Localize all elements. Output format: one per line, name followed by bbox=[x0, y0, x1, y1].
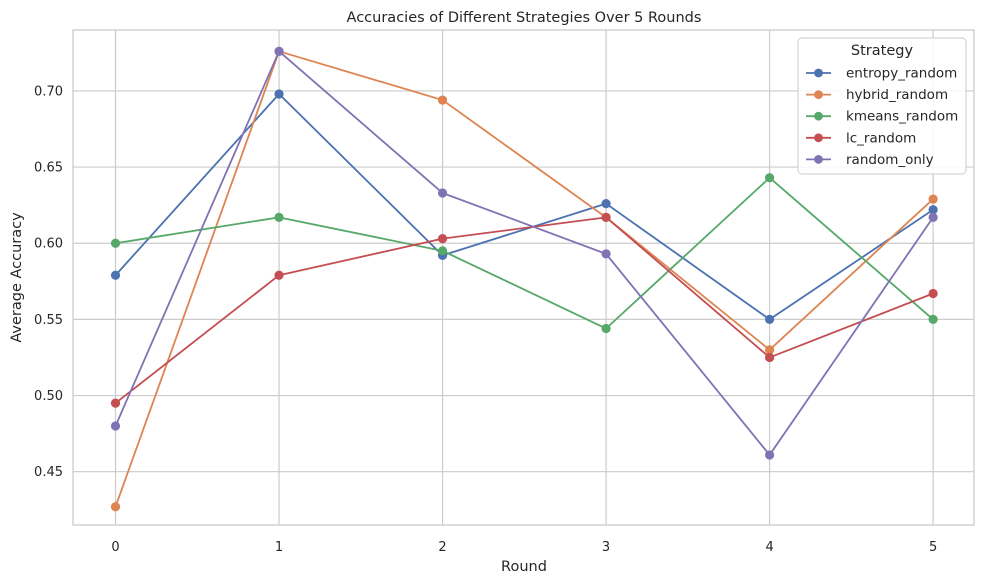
legend-box bbox=[797, 37, 967, 175]
legend-swatch-marker bbox=[814, 68, 823, 78]
x-tick-label: 0 bbox=[111, 540, 119, 555]
legend-item: random_only bbox=[806, 152, 934, 168]
data-point bbox=[764, 450, 775, 460]
legend-item: kmeans_random bbox=[806, 109, 958, 125]
data-point bbox=[601, 323, 611, 334]
legend-label: entropy_random bbox=[846, 66, 957, 82]
series-line bbox=[114, 93, 934, 321]
data-point bbox=[110, 502, 121, 512]
data-point bbox=[928, 288, 938, 299]
series-random_only bbox=[110, 46, 938, 460]
y-tick-label: 0.65 bbox=[34, 161, 63, 176]
legend-title: Strategy bbox=[851, 43, 914, 59]
legend-label: hybrid_random bbox=[846, 87, 948, 103]
legend-swatch-marker bbox=[814, 90, 823, 99]
data-point bbox=[764, 314, 775, 324]
data-point bbox=[110, 238, 121, 248]
x-axis-label: Round bbox=[501, 559, 547, 575]
data-point bbox=[437, 188, 448, 198]
legend: Strategy entropy_random hybrid_randomkmean… bbox=[797, 37, 967, 175]
series-lc_random bbox=[110, 212, 938, 408]
data-point bbox=[928, 212, 938, 222]
data-point bbox=[274, 212, 284, 222]
data-point bbox=[110, 421, 121, 431]
y-tick-label: 0.45 bbox=[34, 465, 63, 480]
data-point bbox=[928, 314, 938, 324]
x-tick-label: 1 bbox=[275, 540, 283, 555]
legend-label: kmeans_random bbox=[846, 109, 958, 125]
plot-area bbox=[72, 29, 975, 526]
tick-labels: 0 1 2 3 4 5 0.45 0.50 0.55 0.60 0.65 0.70 bbox=[34, 84, 937, 555]
data-point bbox=[437, 234, 448, 244]
legend-swatch-marker bbox=[814, 133, 823, 143]
series-layer bbox=[110, 46, 938, 512]
x-tick-label: 4 bbox=[765, 540, 773, 555]
data-point bbox=[274, 46, 284, 56]
legend-item: lc_random bbox=[806, 130, 916, 146]
legend-label: lc_random bbox=[846, 130, 916, 146]
y-tick-label: 0.50 bbox=[34, 389, 63, 404]
legend-item: entropy_random bbox=[806, 66, 957, 82]
data-point bbox=[764, 345, 775, 355]
legend-swatch-marker bbox=[814, 111, 823, 121]
legend-item: hybrid_random bbox=[806, 87, 948, 103]
legend-label: random_only bbox=[846, 152, 934, 168]
data-point bbox=[764, 352, 775, 363]
y-tick-label: 0.70 bbox=[34, 84, 63, 99]
data-point bbox=[601, 249, 611, 259]
x-tick-label: 5 bbox=[929, 540, 937, 555]
x-tick-label: 3 bbox=[602, 540, 610, 555]
data-point bbox=[601, 199, 611, 209]
series-line bbox=[114, 216, 934, 404]
data-point bbox=[928, 194, 938, 204]
y-tick-label: 0.55 bbox=[34, 313, 63, 328]
y-tick-label: 0.60 bbox=[34, 237, 63, 252]
data-point bbox=[274, 270, 284, 280]
legend-swatch-marker bbox=[814, 155, 823, 164]
data-point bbox=[437, 95, 448, 105]
chart-title: Accuracies of Different Strategies Over … bbox=[347, 10, 702, 26]
data-point bbox=[764, 173, 775, 183]
data-point bbox=[601, 212, 611, 222]
series-line bbox=[114, 50, 934, 456]
data-point bbox=[274, 89, 284, 99]
series-line bbox=[115, 176, 934, 330]
series-line bbox=[114, 50, 934, 508]
x-tick-label: 2 bbox=[438, 540, 446, 555]
data-point bbox=[437, 246, 448, 256]
data-point bbox=[110, 270, 121, 280]
y-axis-label: Average Accuracy bbox=[9, 212, 25, 343]
series-kmeans_random bbox=[110, 173, 938, 334]
data-point bbox=[110, 398, 121, 408]
data-point bbox=[928, 205, 938, 215]
